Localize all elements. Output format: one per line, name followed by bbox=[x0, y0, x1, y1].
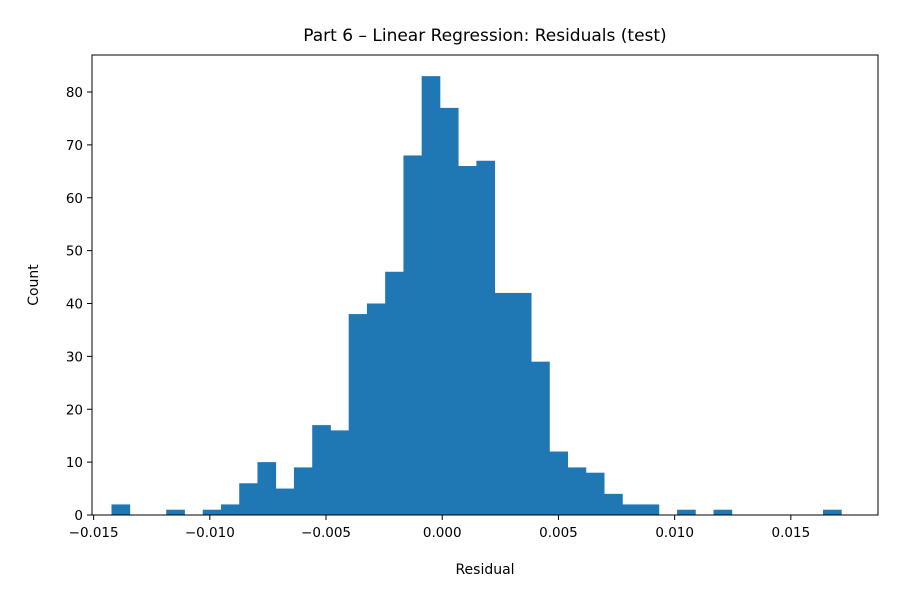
histogram-bar bbox=[622, 504, 641, 515]
histogram-bar bbox=[275, 488, 295, 515]
histogram-bar bbox=[421, 76, 441, 516]
chart-title: Part 6 – Linear Regression: Residuals (t… bbox=[303, 26, 666, 46]
histogram-bar bbox=[366, 303, 386, 515]
x-axis-label: Residual bbox=[455, 562, 514, 578]
histogram-bar bbox=[312, 425, 331, 515]
histogram-bar bbox=[476, 160, 496, 515]
y-tick-label: 60 bbox=[66, 191, 83, 207]
x-tick-label: −0.005 bbox=[301, 525, 351, 541]
y-tick-label: 80 bbox=[66, 85, 83, 101]
histogram-bar bbox=[239, 483, 258, 515]
x-tick-label: −0.015 bbox=[69, 525, 119, 541]
y-tick-label: 70 bbox=[66, 138, 83, 154]
histogram-bar bbox=[713, 509, 733, 515]
x-tick-label: 0.015 bbox=[772, 525, 811, 541]
histogram-bar bbox=[257, 462, 277, 515]
y-axis-label: Count bbox=[26, 264, 42, 306]
histogram-bar bbox=[220, 504, 240, 515]
histogram-bar bbox=[330, 430, 350, 515]
bars-group bbox=[111, 76, 842, 516]
histogram-bar bbox=[202, 509, 222, 515]
histogram-bar bbox=[549, 451, 569, 515]
histogram-bar bbox=[439, 107, 459, 516]
y-tick-label: 50 bbox=[66, 244, 83, 260]
y-axis-ticks: 0 10 20 30 40 50 60 70 80 bbox=[66, 85, 92, 524]
histogram-bar bbox=[531, 361, 550, 515]
x-tick-label: 0.005 bbox=[539, 525, 578, 541]
plot-frame bbox=[91, 54, 879, 516]
histogram-bar bbox=[385, 271, 404, 515]
x-axis-ticks: −0.015 −0.010 −0.005 0.000 0.005 0.010 0.015 bbox=[69, 515, 811, 541]
histogram-bar bbox=[677, 509, 696, 515]
histogram-bar bbox=[403, 155, 423, 515]
histogram-bar bbox=[458, 166, 477, 515]
x-tick-label: −0.010 bbox=[185, 525, 235, 541]
x-tick-label: 0.000 bbox=[423, 525, 462, 541]
histogram-bar bbox=[512, 292, 532, 515]
histogram-bar bbox=[567, 467, 587, 515]
histogram-bar bbox=[348, 314, 368, 515]
histogram-bar bbox=[640, 504, 660, 515]
histogram-bar bbox=[494, 292, 514, 515]
y-tick-label: 20 bbox=[66, 402, 83, 418]
histogram-bar bbox=[293, 467, 313, 515]
y-tick-label: 40 bbox=[66, 297, 83, 313]
y-tick-label: 30 bbox=[66, 349, 83, 365]
histogram-bar bbox=[585, 472, 605, 515]
y-tick-label: 0 bbox=[74, 508, 83, 524]
histogram-bar bbox=[604, 493, 623, 515]
histogram-bar bbox=[823, 509, 842, 515]
y-tick-label: 10 bbox=[66, 455, 83, 471]
histogram-bar bbox=[111, 504, 131, 515]
histogram-bar bbox=[166, 509, 185, 515]
x-tick-label: 0.010 bbox=[655, 525, 694, 541]
